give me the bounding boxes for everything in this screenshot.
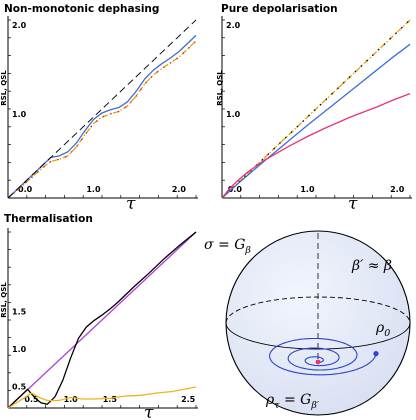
plot-area [221, 19, 411, 199]
series-line [7, 386, 197, 409]
axes: 0.0 1.0 2.0 1.0 2.0 RSL, QSL τ [216, 16, 412, 214]
y-tick-label: 0.5 [12, 382, 27, 391]
rho-tau-point [315, 359, 321, 365]
x-tick-label: 1.0 [300, 185, 315, 194]
series-line-overlay [221, 19, 411, 199]
series-line [7, 231, 197, 409]
spiral-trajectory [269, 337, 377, 376]
y-tick-label: 1.0 [226, 110, 241, 119]
y-axis-label: RSL, QSL [0, 282, 8, 318]
panel-title: Thermalisation [4, 213, 93, 225]
series-line-overlay [7, 40, 197, 199]
x-axis-label: τ [348, 194, 358, 214]
axes: 0.0 1.0 2.0 1.0 2.0 RSL, QSL τ [0, 16, 198, 214]
x-tick-label: 1.0 [86, 185, 101, 194]
x-tick-label: 0.0 [18, 185, 33, 194]
y-axis-label: RSL, QSL [216, 70, 224, 106]
y-axis-label: RSL, QSL [0, 70, 8, 106]
panel-non-monotonic-dephasing: Non-monotonic dephasing 0.0 1.0 2.0 1.0 2.0 R… [0, 3, 198, 214]
series-line [7, 231, 197, 409]
rho-tau-label: ρτ = Gβ′ [265, 392, 320, 411]
y-tick-label: 2.0 [226, 21, 241, 30]
x-tick-label: 1.5 [103, 395, 118, 404]
y-tick-label: 2.0 [12, 21, 27, 30]
beta-prime-label: β′ ≈ β [351, 258, 392, 274]
panel-title: Pure depolarisation [221, 3, 338, 15]
series-line [221, 92, 411, 199]
series-line [7, 34, 197, 199]
y-tick-label: 1.5 [12, 307, 27, 316]
panel-thermalisation: Thermalisation 0.5 1.0 1.5 2.5 0.5 1.0 1.5 RSL,… [0, 213, 198, 420]
x-axis-label: τ [126, 194, 136, 214]
rho0-label: ρ0 [375, 320, 390, 339]
panel-pure-depolarisation: Pure depolarisation 0.0 1.0 2.0 1.0 2.0 RSL, … [216, 3, 412, 214]
x-tick-label: 2.5 [181, 395, 196, 404]
series-line [7, 40, 197, 199]
y-tick-label: 1.0 [12, 345, 27, 354]
x-tick-label: 0.5 [24, 395, 39, 404]
x-axis-label: τ [144, 403, 154, 420]
axes: 0.5 1.0 1.5 2.5 0.5 1.0 1.5 RSL, QSL τ [0, 228, 198, 420]
series-line [7, 19, 197, 199]
x-tick-label: 2.0 [172, 185, 187, 194]
panel-title: Non-monotonic dephasing [4, 3, 159, 15]
y-tick-label: 1.0 [12, 110, 27, 119]
rho0-point [373, 351, 379, 357]
x-tick-label: 0.0 [228, 185, 243, 194]
sigma-label: σ = Gβ [204, 237, 251, 256]
x-tick-label: 2.0 [390, 185, 405, 194]
bloch-sphere-diagram: σ = Gβ β′ ≈ β ρ0 ρτ = Gβ′ [204, 230, 411, 416]
plot-area [7, 231, 197, 409]
series-line [221, 19, 411, 199]
x-tick-label: 1.0 [64, 395, 79, 404]
plot-area [7, 19, 197, 199]
series-line [221, 43, 411, 199]
